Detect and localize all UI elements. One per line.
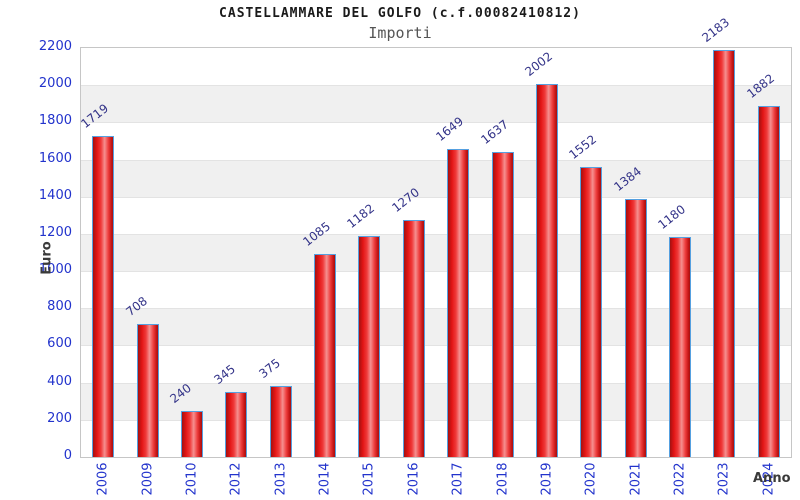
y-tick-label: 600 — [47, 336, 72, 352]
chart-subtitle: Importi — [368, 24, 432, 42]
x-tick-label: 2014 — [317, 462, 333, 496]
bar-2017 — [447, 149, 470, 457]
y-tick-label: 800 — [47, 299, 72, 315]
x-tick-label: 2023 — [716, 462, 732, 496]
plot-area: 1719 708 240 345 375 1085 1182 1270 1649 1637 2002… — [79, 15, 792, 458]
bar-2018 — [491, 151, 514, 457]
chart-title: CASTELLAMMARE DEL GOLFO (c.f.00082410812… — [219, 6, 581, 21]
bar-2024 — [757, 106, 780, 457]
bar-2016 — [402, 219, 425, 457]
bar-2010 — [180, 411, 203, 457]
x-tick-label: 2013 — [273, 462, 289, 496]
x-axis-title: Anno — [753, 471, 791, 486]
bar-2014 — [314, 254, 337, 457]
grid-band — [81, 159, 791, 197]
bar-2020 — [580, 167, 603, 457]
x-tick-label: 2019 — [539, 462, 555, 496]
x-tick-label: 2009 — [140, 462, 156, 496]
y-tick-label: 1000 — [38, 262, 72, 278]
x-tick-label: 2020 — [583, 462, 599, 496]
grid-band — [81, 122, 791, 160]
y-tick-label: 2000 — [38, 76, 72, 92]
y-tick-label: 200 — [47, 410, 72, 426]
x-tick-label: 2022 — [672, 462, 688, 496]
x-tick-label: 2018 — [495, 462, 511, 496]
bar-2013 — [269, 386, 292, 457]
y-tick-label: 400 — [47, 373, 72, 389]
y-tick-label: 2200 — [38, 39, 72, 54]
y-tick-label: 1800 — [38, 113, 72, 129]
x-tick-label: 2017 — [450, 462, 466, 496]
x-tick-label: 2006 — [95, 462, 111, 496]
y-tick-label: 1400 — [38, 187, 72, 203]
bar-2023 — [713, 50, 736, 457]
bar-2012 — [225, 391, 248, 457]
y-tick-label: 1200 — [38, 224, 72, 240]
bar-2006 — [92, 136, 115, 457]
bar-2021 — [624, 198, 647, 457]
grid-band — [81, 196, 791, 234]
x-tick-label: 2010 — [184, 462, 200, 496]
y-tick-label: 0 — [63, 448, 72, 463]
grid-band — [81, 85, 791, 123]
x-tick-label: 2012 — [228, 462, 244, 496]
bar-2022 — [669, 236, 692, 457]
x-tick-label: 2016 — [406, 462, 422, 496]
grid-band — [81, 48, 791, 86]
x-tick-label: 2015 — [361, 462, 377, 496]
x-tick-label: 2021 — [628, 462, 644, 496]
bar-2009 — [136, 324, 159, 457]
y-axis-title: Euro — [39, 241, 55, 275]
y-tick-label: 1600 — [38, 150, 72, 166]
bar-2019 — [535, 83, 558, 457]
bar-2015 — [358, 236, 381, 457]
